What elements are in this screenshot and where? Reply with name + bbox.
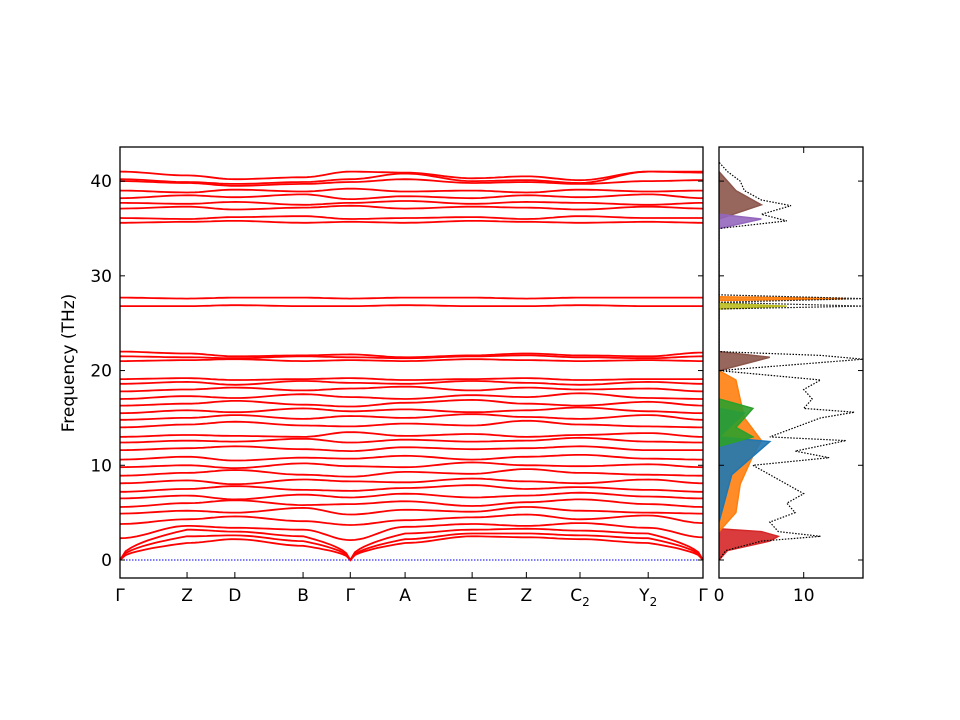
phonon-band bbox=[119, 215, 703, 220]
phonon-band bbox=[119, 468, 703, 478]
phonon-band bbox=[119, 461, 704, 469]
dos-x-tick-label: 0 bbox=[714, 586, 725, 606]
y-tick-label: 30 bbox=[90, 267, 112, 287]
phonon-band bbox=[120, 187, 703, 194]
phonon-band bbox=[119, 522, 704, 542]
dos-panel: 0 10 bbox=[714, 146, 864, 606]
phonon-band bbox=[120, 385, 704, 393]
phonon-band bbox=[120, 491, 703, 501]
phonon-band bbox=[120, 436, 703, 444]
phonon-band bbox=[119, 170, 703, 182]
phonon-band bbox=[120, 350, 703, 359]
phonon-band bbox=[120, 445, 703, 453]
kpoint-label: A bbox=[399, 586, 411, 606]
projected-dos-series bbox=[719, 295, 847, 533]
phonon-band bbox=[119, 419, 703, 429]
phonon-band bbox=[120, 413, 704, 421]
projected-dos-series bbox=[719, 302, 787, 310]
dos-axes-frame bbox=[718, 146, 864, 579]
dos-x-tick-label: 10 bbox=[793, 586, 815, 606]
kpoint-label: D bbox=[228, 586, 241, 606]
y-tick-label: 20 bbox=[90, 362, 112, 382]
phonon-band bbox=[119, 506, 703, 516]
phonon-band bbox=[120, 358, 703, 362]
phonon-band bbox=[119, 406, 704, 415]
projected-dos-series bbox=[719, 213, 762, 359]
phonon-band bbox=[120, 398, 704, 408]
phonon-band bbox=[119, 535, 704, 562]
y-tick-label: 40 bbox=[90, 172, 112, 192]
kpoint-label: C2 bbox=[570, 586, 590, 609]
phonon-band bbox=[119, 477, 704, 486]
phonon-band bbox=[120, 380, 703, 386]
kpoint-label: Z bbox=[521, 586, 533, 606]
phonon-band bbox=[119, 454, 703, 462]
phonon-band bbox=[120, 200, 703, 206]
phonon-band bbox=[119, 392, 703, 400]
kpoint-label: Y2 bbox=[638, 586, 657, 609]
kpoint-label: Γ bbox=[115, 586, 125, 606]
phonon-band bbox=[119, 527, 704, 562]
phonon-band bbox=[120, 377, 703, 381]
y-tick-label: 10 bbox=[90, 456, 112, 476]
dos-plot-area bbox=[719, 161, 863, 561]
phonon-band bbox=[119, 204, 704, 211]
kpoint-label: Γ bbox=[698, 586, 708, 606]
band-structure-panel: 0 10 20 30 40 Γ Z D B Γ A E Z C2 Y2 Γ bbox=[90, 146, 708, 609]
projected-dos-series bbox=[719, 170, 770, 372]
phonon-band bbox=[119, 532, 704, 562]
phonon-band bbox=[119, 193, 704, 200]
phonon-band bbox=[120, 484, 703, 493]
kpoint-label: B bbox=[297, 586, 309, 606]
phonon-band bbox=[119, 498, 704, 508]
band-axes-frame bbox=[119, 146, 704, 579]
kpoint-label: Z bbox=[181, 586, 193, 606]
y-axis-label: Frequency (THz) bbox=[59, 294, 79, 433]
kpoint-label: E bbox=[467, 586, 478, 606]
phonon-band bbox=[119, 431, 704, 438]
phonon-band bbox=[119, 513, 704, 526]
phonon-band bbox=[120, 296, 703, 300]
phonon-band bbox=[120, 304, 703, 307]
projected-dos-series bbox=[719, 527, 781, 561]
y-tick-label: 0 bbox=[101, 551, 112, 571]
projected-dos-series bbox=[719, 398, 755, 448]
phonon-band bbox=[119, 354, 704, 360]
phonon-band bbox=[120, 178, 703, 187]
phonon-band bbox=[120, 220, 703, 224]
kpoint-label: Γ bbox=[346, 586, 356, 606]
total-dos-line bbox=[719, 161, 863, 561]
